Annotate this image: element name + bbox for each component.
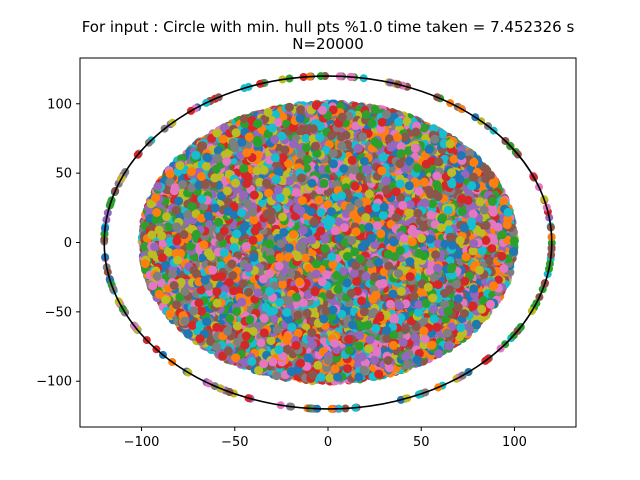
chart-title: For input : Circle with min. hull pts %1… [82, 18, 575, 36]
chart-subtitle: N=20000 [292, 35, 364, 53]
points-layer [137, 99, 519, 386]
